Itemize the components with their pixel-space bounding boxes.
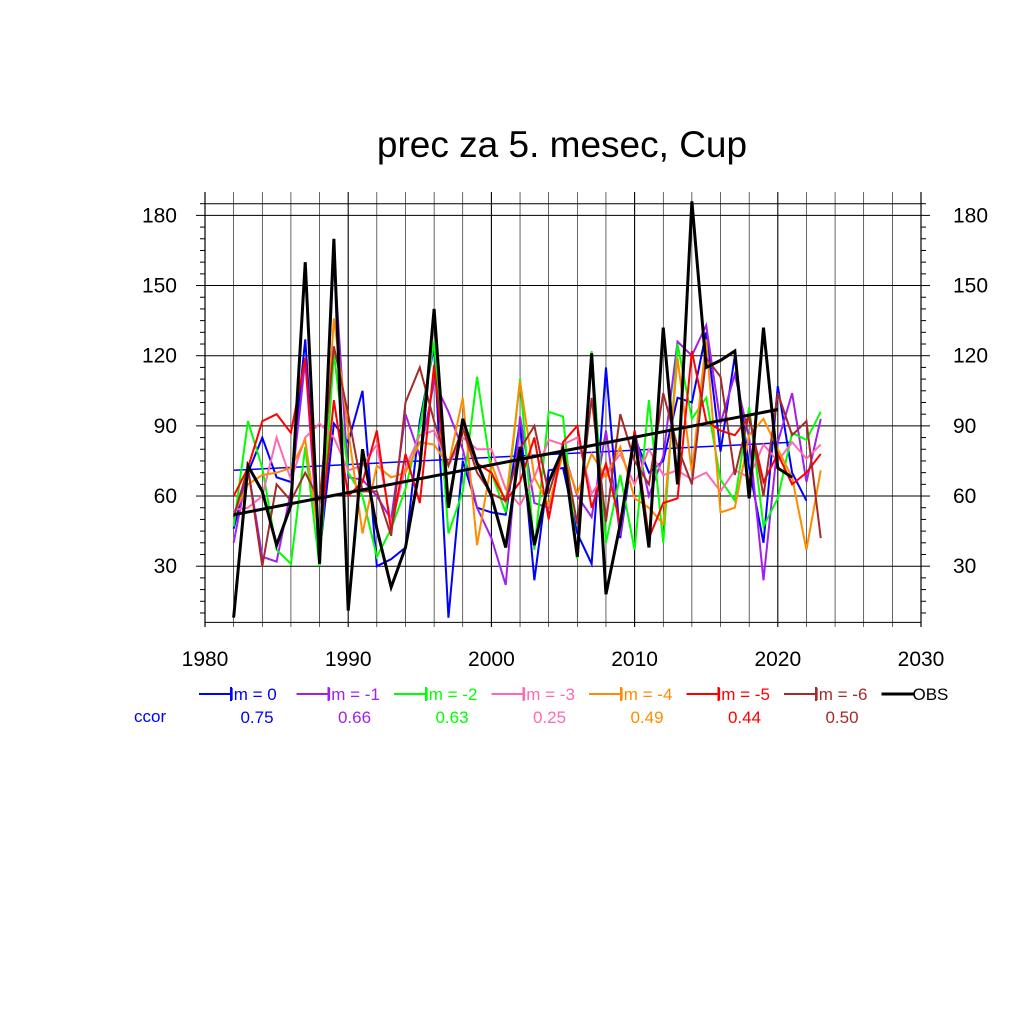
- series-line-lm-6: [232, 346, 822, 567]
- legend-label: lm = -1: [328, 685, 380, 704]
- series-line-lm-5: [232, 350, 822, 543]
- axes: 30 30 60 60 90 90 120 120 150 150 180 180 1980 1990 20…: [142, 192, 988, 671]
- x-tick-label: 2030: [898, 648, 945, 671]
- ccor-value: 0.66: [338, 708, 371, 727]
- legend-label: lm = 0: [230, 685, 277, 704]
- y-tick-label-right: 30: [953, 555, 976, 578]
- x-tick-label: 2000: [468, 648, 515, 671]
- series-line-obs: [232, 201, 793, 618]
- y-tick-label-left: 60: [154, 485, 177, 508]
- legend-label: lm = -4: [620, 685, 672, 704]
- y-tick-label-left: 30: [154, 555, 177, 578]
- ccor-value: 0.63: [435, 708, 468, 727]
- y-tick-label-right: 90: [953, 415, 976, 438]
- y-tick-label-left: 90: [154, 415, 177, 438]
- legend-label: lm = -6: [815, 685, 867, 704]
- legend: lm = 0 0.75 lm = -1 0.66 lm = -2 0.63 lm = -3 0…: [199, 685, 948, 727]
- legend-label: OBS: [913, 685, 949, 704]
- grid: [205, 192, 921, 627]
- legend-label: lm = -5: [718, 685, 770, 704]
- legend-label: lm = -3: [523, 685, 575, 704]
- series-line-lm-4: [232, 318, 822, 551]
- series-lines: [232, 201, 822, 618]
- ccor-value: 0.44: [728, 708, 761, 727]
- ccor-value: 0.25: [533, 708, 566, 727]
- y-tick-label-left: 150: [142, 275, 177, 298]
- x-tick-label: 2010: [611, 648, 658, 671]
- ccor-value: 0.49: [630, 708, 663, 727]
- x-tick-label: 1980: [182, 648, 229, 671]
- y-tick-label-right: 60: [953, 485, 976, 508]
- y-tick-label-right: 180: [953, 204, 988, 227]
- ccor-value: 0.75: [240, 708, 273, 727]
- ccor-label: ccor: [134, 707, 166, 726]
- x-tick-label: 2020: [754, 648, 801, 671]
- chart-title: prec za 5. mesec, Cup: [377, 124, 747, 165]
- y-tick-label-right: 120: [953, 345, 988, 368]
- trend-line: [233, 408, 779, 517]
- ccor-value: 0.50: [825, 708, 858, 727]
- series-line-lm-2: [232, 341, 822, 567]
- y-tick-label-right: 150: [953, 275, 988, 298]
- legend-label: lm = -2: [425, 685, 477, 704]
- y-tick-label-left: 180: [142, 204, 177, 227]
- x-tick-label: 1990: [325, 648, 372, 671]
- y-tick-label-left: 120: [142, 345, 177, 368]
